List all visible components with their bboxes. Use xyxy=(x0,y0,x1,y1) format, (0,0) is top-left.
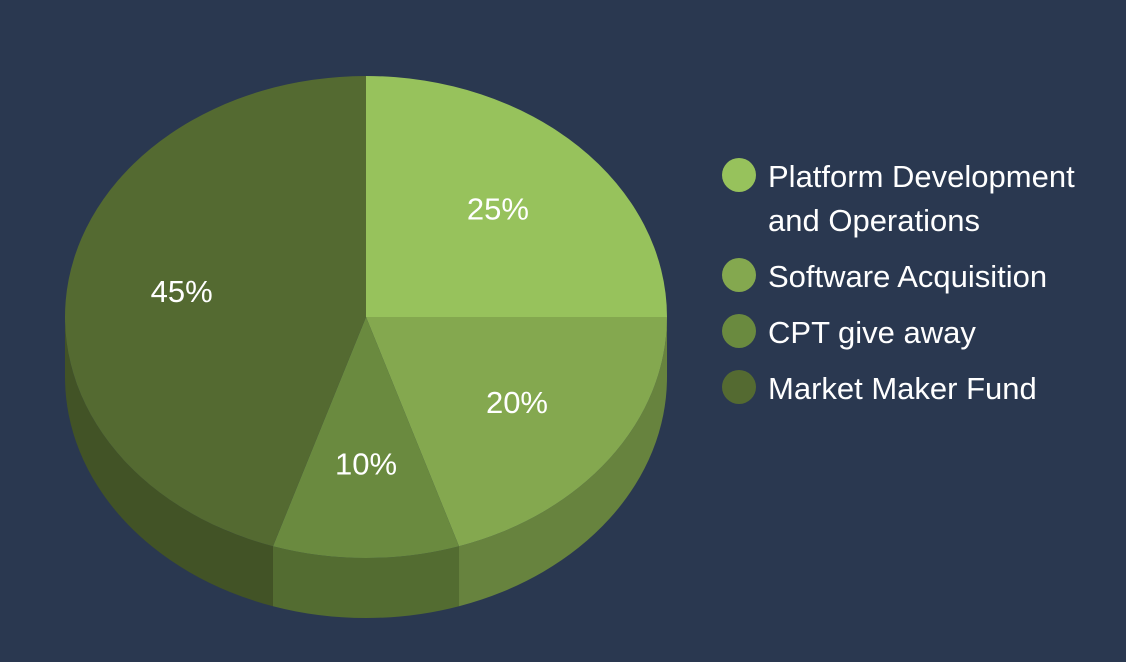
legend-label: Platform Development and Operations xyxy=(768,159,1075,238)
pie-slices-group xyxy=(64,76,667,559)
legend-swatch xyxy=(722,258,756,292)
pie-slice xyxy=(366,76,667,317)
pie-slice xyxy=(366,317,667,547)
pie-slice-side xyxy=(459,317,667,607)
legend-label: CPT give away xyxy=(768,315,976,350)
pie-slice-label: 20% xyxy=(486,385,548,420)
pie-labels-group: 25% 20% 10% 45% xyxy=(151,192,548,482)
legend-item: Market Maker Fund xyxy=(722,367,1112,411)
legend-item: CPT give away xyxy=(722,311,1112,355)
pie-depth-group xyxy=(65,317,667,618)
pie-slice-label: 10% xyxy=(335,447,397,482)
pie-slice-side xyxy=(272,546,460,618)
legend-label: Software Acquisition xyxy=(768,259,1048,294)
pie-slice-label: 45% xyxy=(151,274,213,309)
chart-legend: Platform Development and Operations Soft… xyxy=(722,155,1112,423)
pie-slice-label: 25% xyxy=(467,192,529,227)
legend-swatch xyxy=(722,158,756,192)
legend-label: Market Maker Fund xyxy=(768,371,1037,406)
pie-slice xyxy=(272,317,460,559)
legend-item: Platform Development and Operations xyxy=(722,155,1112,243)
legend-swatch xyxy=(722,370,756,404)
legend-item: Software Acquisition xyxy=(722,255,1112,299)
pie-slice xyxy=(64,76,366,547)
legend-swatch xyxy=(722,314,756,348)
pie-slice-side xyxy=(65,317,273,607)
